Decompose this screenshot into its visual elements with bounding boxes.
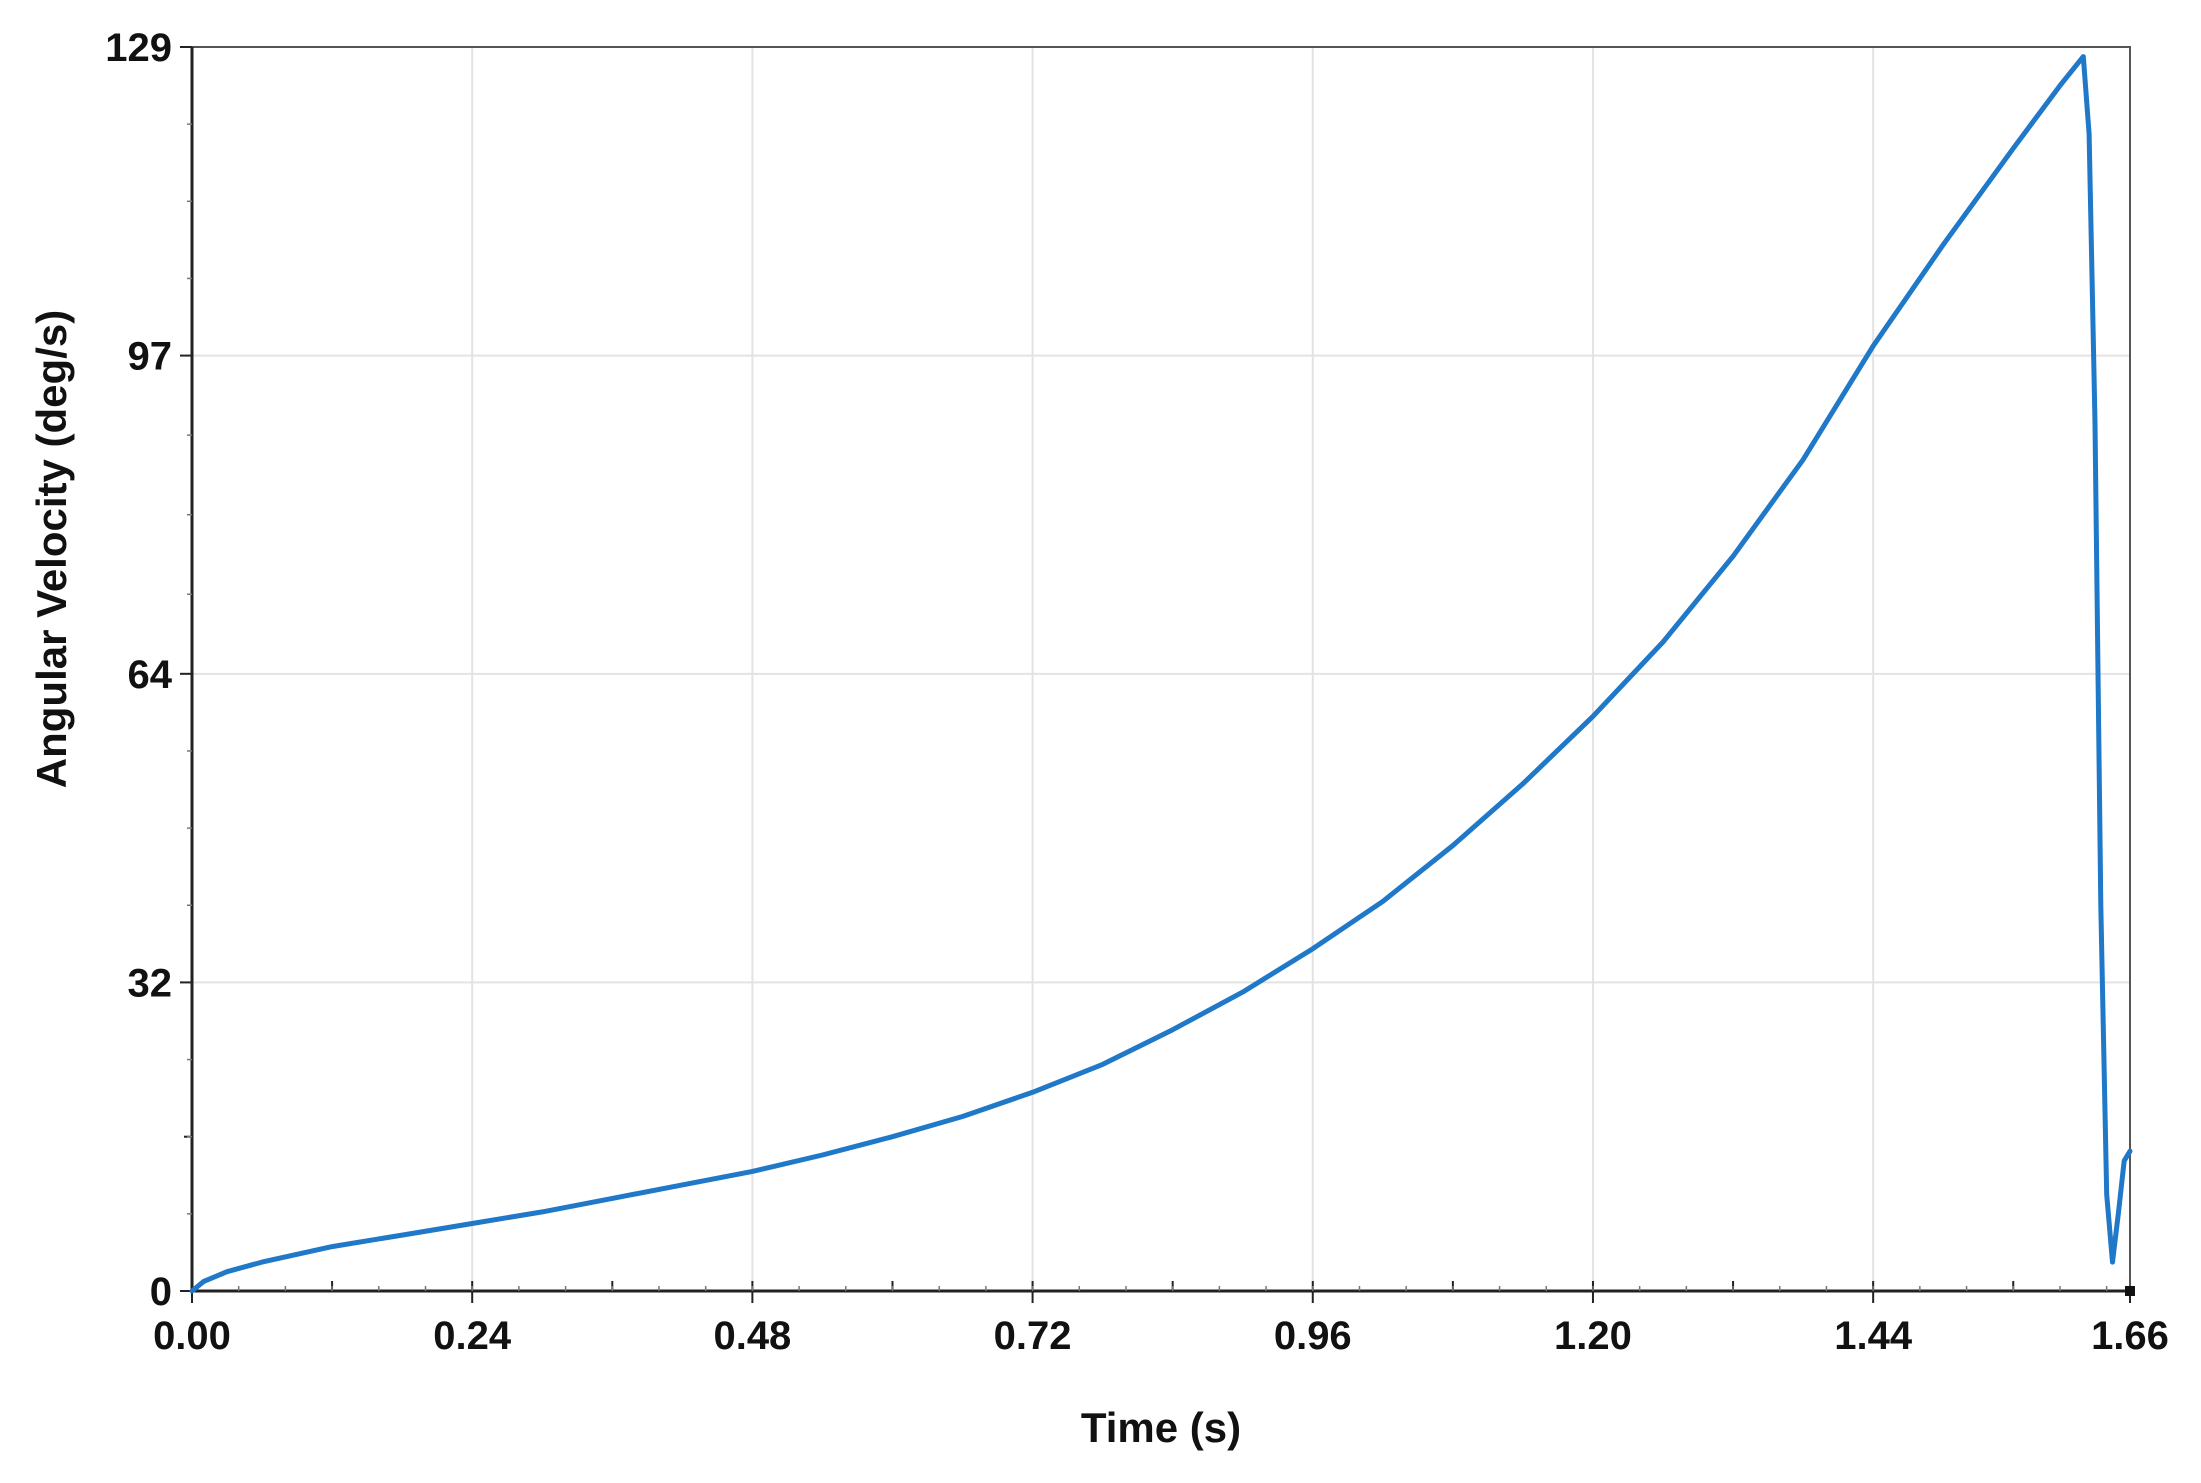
x-axis-title: Time (s) [1081, 1404, 1241, 1451]
plot-border [191, 46, 2131, 1292]
x-tick-label: 0.48 [713, 1314, 791, 1358]
y-tick-label: 32 [128, 961, 173, 1005]
x-tick-label: 1.44 [1834, 1314, 1913, 1358]
x-tick-label: 0.96 [1274, 1314, 1352, 1358]
gridlines [192, 47, 2130, 1291]
y-tick-label: 64 [128, 653, 173, 697]
axis-end-marker [2125, 1286, 2135, 1296]
y-axis-title: Angular Velocity (deg/s) [28, 310, 75, 788]
series-line [189, 54, 2133, 1294]
y-tick-label: 0 [150, 1270, 172, 1314]
y-tick-label: 97 [128, 335, 173, 379]
x-tick-label: 1.20 [1554, 1314, 1632, 1358]
tick-labels: 0.00 0.24 0.48 0.72 0.96 1.20 1.44 1.66 0 32 64 97 1… [105, 26, 2169, 1358]
series-layer [189, 54, 2133, 1294]
x-tick-label: 0.72 [994, 1314, 1072, 1358]
axis-ticks [180, 46, 2135, 1303]
y-tick-label: 129 [105, 26, 172, 70]
x-tick-label: 0.00 [153, 1314, 231, 1358]
plot-frame [190, 46, 2131, 1293]
x-tick-label: 1.66 [2091, 1314, 2169, 1358]
x-tick-label: 0.24 [433, 1314, 512, 1358]
